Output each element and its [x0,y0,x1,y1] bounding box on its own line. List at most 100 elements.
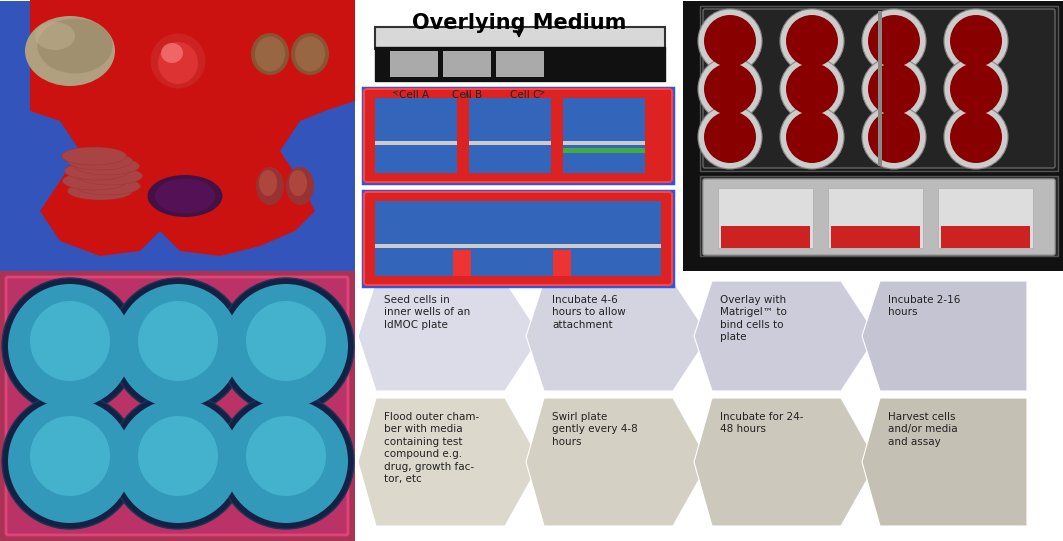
Ellipse shape [37,18,113,74]
Ellipse shape [65,162,130,180]
FancyBboxPatch shape [703,179,1054,255]
Polygon shape [358,398,541,526]
Ellipse shape [289,170,307,196]
Polygon shape [694,398,877,526]
Circle shape [786,15,838,67]
Bar [375,244,661,248]
Ellipse shape [155,179,215,214]
Circle shape [862,9,926,73]
Circle shape [780,105,844,169]
Bar [375,98,457,173]
Bar [701,176,1058,256]
Ellipse shape [296,36,325,71]
Circle shape [868,111,919,163]
Circle shape [698,57,762,121]
Bar [375,27,665,49]
Ellipse shape [161,43,183,63]
Circle shape [218,278,354,414]
Circle shape [109,393,246,529]
Polygon shape [526,398,709,526]
Ellipse shape [67,152,133,170]
Circle shape [116,284,240,408]
Text: Overlay with
Matrigel™ to
bind cells to
plate: Overlay with Matrigel™ to bind cells to … [720,295,787,342]
Bar [701,6,1058,171]
Bar [362,191,673,286]
Ellipse shape [63,172,128,190]
Text: Seed cells in
inner wells of an
IdMOC plate: Seed cells in inner wells of an IdMOC pl… [384,295,470,330]
Circle shape [698,9,762,73]
Bar [718,188,813,248]
Text: Harvest cells
and/or media
and assay: Harvest cells and/or media and assay [888,412,958,447]
Polygon shape [694,281,877,391]
Circle shape [246,416,326,496]
Bar [563,148,645,153]
Text: Swirl plate
gently every 4-8
hours: Swirl plate gently every 4-8 hours [552,412,638,447]
Ellipse shape [255,36,285,71]
Text: Cell A: Cell A [393,90,429,100]
Circle shape [704,63,756,115]
Circle shape [246,301,326,381]
Bar [362,88,673,183]
Circle shape [30,301,109,381]
Circle shape [2,393,138,529]
Circle shape [868,15,919,67]
Ellipse shape [75,177,140,195]
Circle shape [944,57,1008,121]
Text: Cell B: Cell B [452,90,483,100]
Circle shape [950,63,1002,115]
Bar [355,1,684,271]
Circle shape [780,9,844,73]
FancyBboxPatch shape [703,9,1054,168]
Bar [938,188,1033,248]
Text: Incubate 4-6
hours to allow
attachment: Incubate 4-6 hours to allow attachment [552,295,626,330]
Bar [443,51,491,77]
Text: Flood outer cham-
ber with media
containing test
compound e.g.
drug, growth fac-: Flood outer cham- ber with media contain… [384,412,479,484]
Circle shape [704,15,756,67]
Circle shape [862,105,926,169]
Ellipse shape [256,167,284,205]
Circle shape [9,399,132,523]
Circle shape [224,284,348,408]
Ellipse shape [158,42,198,84]
Bar [453,250,471,276]
Bar [0,271,355,541]
Ellipse shape [35,22,75,50]
FancyBboxPatch shape [364,192,672,285]
Bar [941,226,1030,248]
Bar [469,98,551,173]
Circle shape [224,399,348,523]
Bar [457,98,469,173]
Bar [0,1,355,271]
Circle shape [116,399,240,523]
Ellipse shape [151,34,205,89]
Ellipse shape [148,175,222,217]
Circle shape [950,111,1002,163]
Ellipse shape [74,157,139,175]
Polygon shape [862,281,1027,391]
Circle shape [218,393,354,529]
Polygon shape [358,281,541,391]
Circle shape [2,278,138,414]
Ellipse shape [259,170,277,196]
Circle shape [950,15,1002,67]
Text: Incubate for 24-
48 hours: Incubate for 24- 48 hours [720,412,804,434]
Bar [375,141,457,145]
Circle shape [944,105,1008,169]
FancyBboxPatch shape [364,89,672,182]
Ellipse shape [78,167,142,185]
Ellipse shape [286,167,314,205]
Circle shape [138,301,218,381]
Circle shape [30,416,109,496]
Circle shape [780,57,844,121]
Circle shape [138,416,218,496]
Circle shape [109,278,246,414]
Ellipse shape [291,33,330,75]
Bar [375,47,665,81]
Polygon shape [30,0,355,256]
Bar [551,98,563,173]
Circle shape [944,9,1008,73]
Polygon shape [526,281,709,391]
Ellipse shape [62,147,126,165]
Circle shape [786,111,838,163]
Bar [563,141,645,145]
